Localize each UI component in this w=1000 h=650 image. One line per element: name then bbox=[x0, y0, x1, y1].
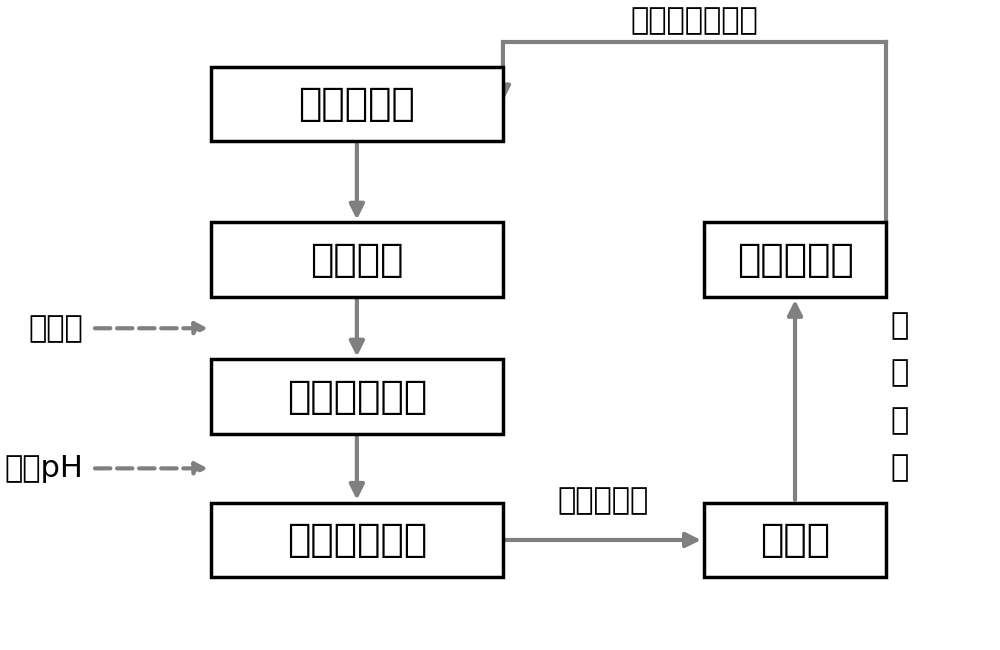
Text: 投加过硫酸盐: 投加过硫酸盐 bbox=[287, 378, 427, 416]
Text: 鸟粪石结晶: 鸟粪石结晶 bbox=[737, 240, 853, 279]
Bar bbox=[211, 502, 503, 577]
Text: 滤液作碳源回流: 滤液作碳源回流 bbox=[631, 6, 758, 36]
Bar bbox=[211, 359, 503, 434]
Bar bbox=[211, 67, 503, 142]
Text: 镁
盐
投
加: 镁 盐 投 加 bbox=[891, 311, 909, 482]
Text: 离心或压滤: 离心或压滤 bbox=[558, 486, 649, 515]
Text: 上清液: 上清液 bbox=[760, 521, 830, 559]
Text: 污水处理厂: 污水处理厂 bbox=[298, 85, 415, 123]
Text: 热活化: 热活化 bbox=[28, 314, 83, 343]
Bar bbox=[704, 222, 886, 297]
Bar bbox=[704, 502, 886, 577]
Text: 调节pH: 调节pH bbox=[4, 454, 83, 483]
Bar bbox=[211, 222, 503, 297]
Text: 厌氧发酵产酸: 厌氧发酵产酸 bbox=[287, 521, 427, 559]
Text: 富铁污泥: 富铁污泥 bbox=[310, 240, 404, 279]
